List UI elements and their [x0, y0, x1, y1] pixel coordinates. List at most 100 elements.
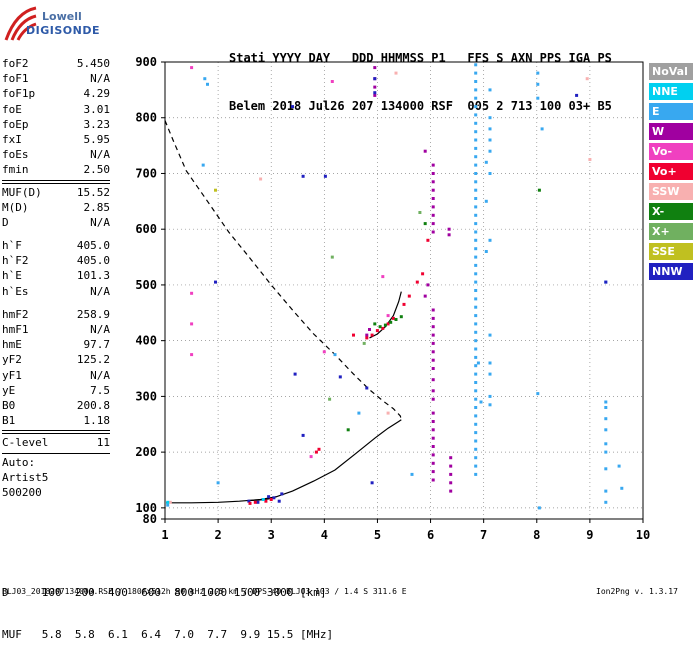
echo-mark-e [484, 160, 488, 164]
echo-mark-x- [346, 428, 350, 432]
param-separator [2, 430, 110, 432]
echo-mark-e [201, 163, 205, 167]
param-name: yF2 [2, 353, 22, 367]
echo-mark-e [474, 263, 478, 267]
legend: NoVal NNE E W Vo- Vo+ SSW X- X+ SSE NNW [649, 63, 693, 283]
y-tick-label: 200 [135, 445, 157, 459]
echo-mark-e [604, 500, 608, 504]
echo-mark-vo- [426, 238, 430, 242]
echo-mark-e [540, 127, 544, 131]
echo-mark-w [373, 66, 377, 70]
echo-mark-e [488, 333, 492, 337]
echo-mark-e [474, 381, 478, 384]
param-value: 97.7 [83, 338, 111, 352]
param-name: yF1 [2, 368, 22, 382]
echo-mark-w [431, 172, 435, 175]
echo-mark-e [474, 238, 478, 242]
echo-mark-x- [383, 323, 387, 327]
profile-curve-1 [166, 419, 402, 504]
echo-mark-e [216, 481, 220, 485]
param-name: hmF2 [2, 307, 29, 321]
echo-mark-vo- [365, 336, 369, 340]
echo-mark-nnw [291, 105, 294, 109]
echo-mark-e [474, 205, 478, 209]
echo-mark-e [604, 428, 608, 432]
echo-mark-e [474, 197, 478, 200]
echo-mark-x- [378, 325, 382, 329]
echo-mark-w [431, 180, 435, 184]
param-row: foE 3.01 [2, 102, 110, 117]
echo-mark-vo- [253, 500, 257, 504]
logo-line1: Lowell [42, 10, 82, 23]
echo-mark-vo- [190, 322, 194, 326]
echo-mark-e [604, 489, 608, 493]
echo-mark-e [357, 411, 361, 415]
param-separator [2, 179, 110, 181]
echo-mark-w [431, 378, 435, 382]
param-name: fmin [2, 163, 29, 177]
echo-mark-e [474, 372, 478, 376]
y-tick-label: 100 [135, 501, 157, 515]
echo-mark-vo- [407, 294, 411, 298]
autoscaling-system: Artist5 [2, 470, 49, 484]
echo-mark-e [474, 347, 478, 351]
param-row: foF2 5.450 [2, 56, 110, 71]
echo-mark-e [474, 464, 478, 468]
profile-curve-0 [164, 120, 402, 420]
echo-mark-vo- [190, 353, 194, 357]
echo-mark-nne [261, 498, 265, 501]
echo-mark-e [474, 297, 478, 301]
echo-mark-e [474, 289, 478, 292]
echo-mark-e [536, 82, 540, 86]
y-tick-label: 600 [135, 222, 157, 236]
echo-mark-vo- [264, 499, 268, 503]
param-row: fxI 5.95 [2, 132, 110, 147]
echo-mark-e [488, 149, 492, 153]
x-tick-label: 1 [161, 528, 168, 542]
echo-mark-w [431, 453, 435, 457]
echo-mark-e [474, 138, 478, 142]
echo-mark-e [474, 406, 478, 409]
y-tick-label: 300 [135, 389, 157, 403]
param-row: hmF1 N/A [2, 322, 110, 337]
param-value: 405.0 [76, 239, 110, 253]
param-value: 5.450 [76, 57, 110, 70]
param-name: MUF(D) [2, 185, 42, 199]
echo-mark-e [474, 389, 478, 393]
echo-mark-e [474, 255, 478, 259]
param-value: 405.0 [76, 254, 110, 268]
param-row: h`Es N/A [2, 284, 110, 299]
x-tick-label: 4 [321, 528, 328, 542]
param-value: 4.29 [83, 87, 111, 101]
echo-mark-w [449, 489, 453, 493]
x-tick-label: 5 [374, 528, 381, 542]
echo-mark-x- [362, 341, 366, 345]
y-tick-label: 800 [135, 111, 157, 125]
echo-mark-w [365, 333, 369, 337]
echo-mark-e [488, 172, 492, 175]
echo-mark-nnw [365, 386, 369, 390]
param-row: h`F 405.0 [2, 238, 110, 253]
y-tick-label: 400 [135, 334, 157, 348]
echo-mark-e [474, 431, 478, 435]
echo-mark-nnw [373, 77, 377, 81]
echo-mark-e [604, 406, 608, 409]
echo-mark-nnw [301, 433, 305, 437]
echo-mark-e [474, 422, 478, 426]
echo-mark-x- [418, 211, 422, 214]
echo-mark-vo- [386, 322, 390, 326]
echo-mark-nnw [280, 492, 284, 496]
param-value: 200.8 [76, 398, 110, 412]
echo-mark-w [431, 222, 435, 226]
echo-mark-ssw [585, 77, 589, 81]
echo-mark-vo- [190, 66, 194, 70]
echo-mark-x- [423, 222, 427, 226]
echo-mark-e [474, 155, 478, 159]
legend-item-nnw: NNW [649, 263, 693, 280]
echo-mark-e [474, 322, 478, 326]
echo-mark-vo- [421, 272, 425, 276]
legend-item-vo-: Vo- [649, 143, 693, 160]
echo-mark-e [474, 88, 478, 92]
param-separator [2, 182, 110, 184]
